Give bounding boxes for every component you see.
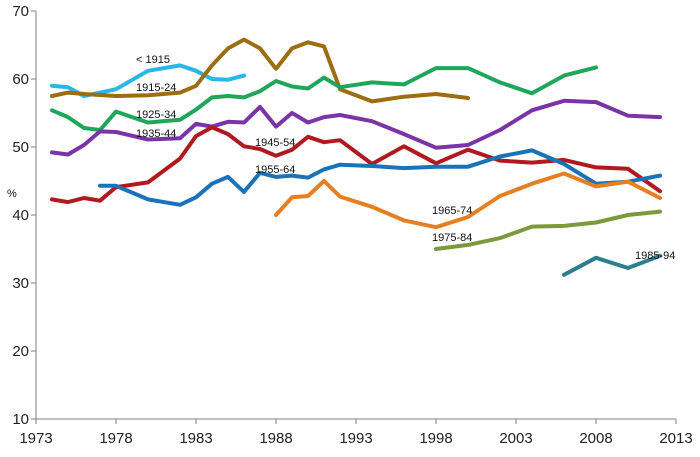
x-tick-label: 1993 xyxy=(339,430,372,447)
series-label-1925-34: 1925-34 xyxy=(136,109,176,121)
tick-labels: 10 20 30 40 50 60 70 1973 1978 1983 1988 1993 1998 20… xyxy=(12,3,692,447)
y-tick-label: 70 xyxy=(12,3,29,20)
series-line-1955-64 xyxy=(98,148,662,207)
series-lines xyxy=(50,37,662,277)
series-labels: < 1915 1915-24 1925-34 1935-44 1945-54 1955-6… xyxy=(136,54,675,262)
series-label-1965-74: 1965-74 xyxy=(432,205,472,217)
series-line-1915-24 xyxy=(50,37,470,104)
y-tick-label: 20 xyxy=(12,343,29,360)
series-line-1975-84 xyxy=(434,209,662,251)
y-tick-label: 50 xyxy=(12,139,29,156)
series-line-1945-54 xyxy=(50,125,662,205)
series-label-1985-94: 1985-94 xyxy=(635,250,675,262)
x-tick-label: 1998 xyxy=(419,430,452,447)
series-line-1925-34 xyxy=(50,65,598,132)
y-tick-label: 30 xyxy=(12,275,29,292)
x-tick-label: 2003 xyxy=(499,430,532,447)
y-tick-label: 60 xyxy=(12,71,29,88)
series-label-1955-64: 1955-64 xyxy=(255,164,295,176)
x-tick-label: 2008 xyxy=(579,430,612,447)
series-line-1965-74 xyxy=(274,171,662,230)
x-tick-label: 1983 xyxy=(179,430,212,447)
series-label-1915: < 1915 xyxy=(136,54,170,66)
y-axis-label: % xyxy=(7,188,17,200)
series-label-1935-44: 1935-44 xyxy=(136,128,176,140)
x-tick-label: 1988 xyxy=(259,430,292,447)
chart-axes xyxy=(31,10,677,424)
x-tick-label: 2013 xyxy=(659,430,692,447)
series-label-1945-54: 1945-54 xyxy=(255,137,295,149)
series-line-1935-44 xyxy=(50,98,662,157)
series-line-1985-94 xyxy=(562,253,662,277)
x-tick-label: 1973 xyxy=(19,430,52,447)
y-tick-label: 40 xyxy=(12,207,29,224)
x-tick-label: 1978 xyxy=(99,430,132,447)
y-tick-label: 10 xyxy=(12,411,29,428)
series-label-1915-24: 1915-24 xyxy=(136,82,176,94)
series-label-1975-84: 1975-84 xyxy=(432,232,472,244)
